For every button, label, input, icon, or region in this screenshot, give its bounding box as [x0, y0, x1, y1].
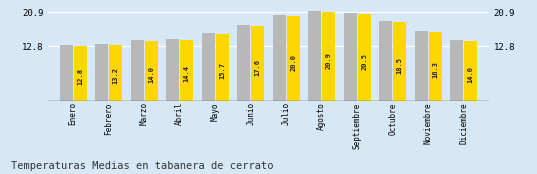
Text: 17.6: 17.6 [255, 59, 260, 76]
Text: 20.5: 20.5 [361, 53, 367, 70]
Bar [216, 34, 229, 101]
Bar [415, 30, 428, 101]
Text: Temperaturas Medias en tabanera de cerrato: Temperaturas Medias en tabanera de cerra… [11, 161, 273, 171]
Bar [322, 12, 335, 101]
Bar [380, 21, 392, 101]
Bar [96, 44, 108, 101]
Text: 14.0: 14.0 [148, 66, 154, 83]
Bar [60, 45, 72, 101]
Bar [145, 41, 157, 101]
Bar [202, 33, 215, 101]
Bar [166, 39, 179, 101]
Bar [308, 11, 321, 101]
Bar [358, 14, 371, 101]
Bar [180, 40, 193, 101]
Bar [451, 40, 463, 101]
Bar [344, 13, 357, 101]
Bar [131, 40, 144, 101]
Bar [251, 26, 264, 101]
Bar [429, 32, 441, 101]
Text: 20.0: 20.0 [290, 54, 296, 71]
Text: 16.3: 16.3 [432, 61, 438, 78]
Text: 18.5: 18.5 [397, 57, 403, 74]
Bar [109, 45, 122, 101]
Text: 13.2: 13.2 [113, 67, 119, 84]
Bar [465, 41, 477, 101]
Bar [393, 22, 406, 101]
Text: 14.4: 14.4 [184, 65, 190, 82]
Text: 20.9: 20.9 [326, 52, 332, 69]
Bar [237, 25, 250, 101]
Text: 15.7: 15.7 [219, 62, 225, 79]
Bar [74, 46, 86, 101]
Text: 14.0: 14.0 [468, 66, 474, 83]
Text: 12.8: 12.8 [77, 68, 83, 85]
Bar [273, 15, 286, 101]
Bar [287, 16, 300, 101]
